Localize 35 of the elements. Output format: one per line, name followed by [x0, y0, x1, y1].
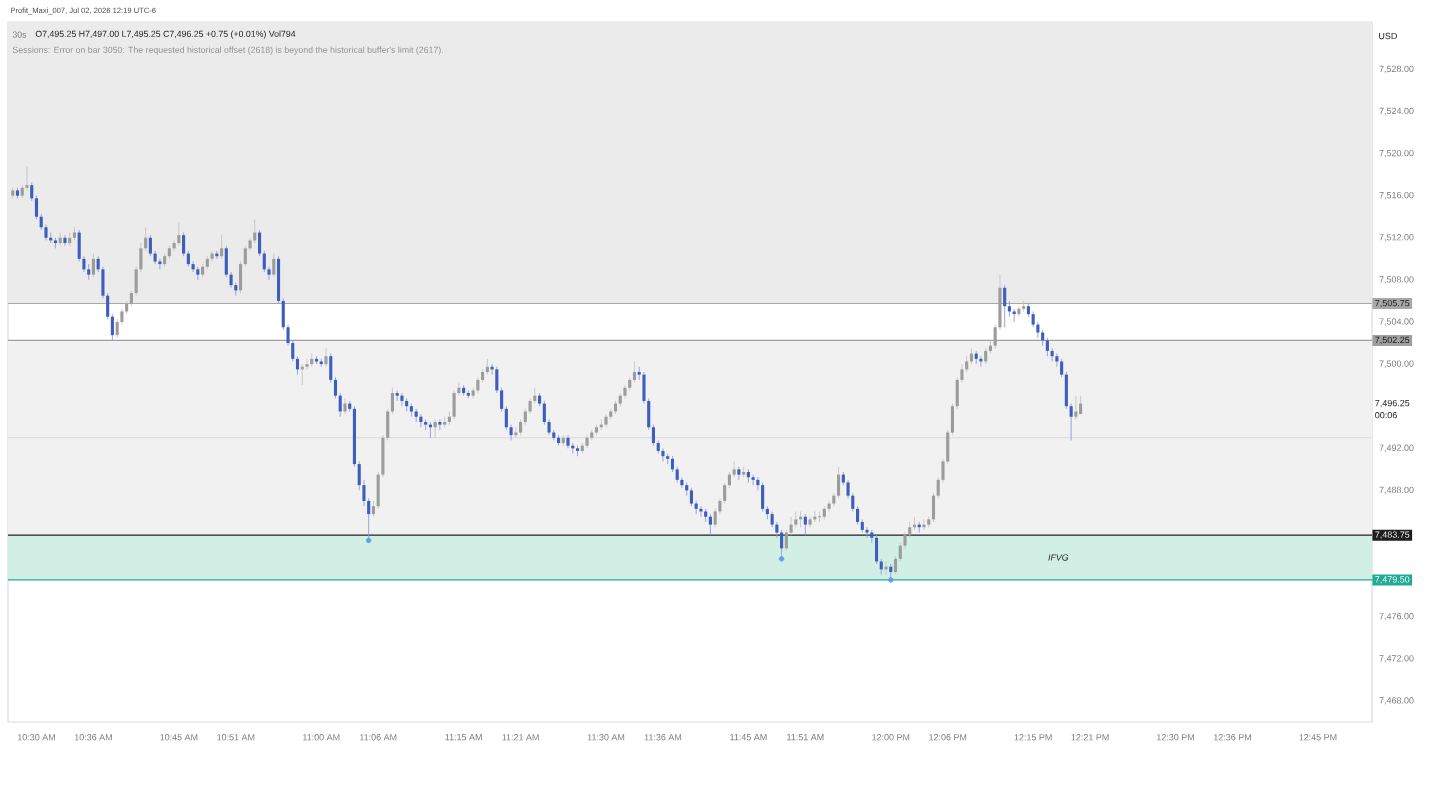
candlestick [751, 474, 755, 486]
candlestick [827, 500, 831, 512]
candlestick [210, 250, 214, 262]
candlestick [220, 234, 224, 260]
candlestick [25, 166, 29, 191]
candlestick [737, 466, 741, 481]
candlestick [400, 392, 404, 407]
candlestick [780, 529, 784, 560]
candlestick [158, 258, 162, 270]
candlestick [63, 234, 67, 247]
candlestick [452, 389, 456, 420]
candlestick [922, 518, 926, 531]
candlestick [817, 511, 822, 523]
candlestick [438, 418, 442, 431]
candlestick [324, 347, 328, 368]
candlestick [419, 413, 423, 428]
candlestick [661, 447, 665, 462]
candlestick [689, 487, 693, 507]
candlestick [836, 466, 841, 499]
candlestick [343, 397, 347, 415]
candlestick [803, 513, 807, 536]
candlestick [865, 526, 869, 539]
candlestick [91, 253, 95, 278]
candlestick [1074, 395, 1078, 420]
candlestick [884, 561, 888, 576]
candlestick [761, 482, 765, 512]
candlestick [632, 361, 637, 383]
candlestick [148, 234, 152, 257]
candlestick [433, 418, 437, 439]
candlestick [708, 513, 712, 536]
candlestick [1003, 284, 1007, 328]
candlestick [1045, 337, 1049, 357]
candlestick [272, 253, 276, 278]
candlestick [177, 221, 181, 247]
candlestick [699, 505, 703, 518]
